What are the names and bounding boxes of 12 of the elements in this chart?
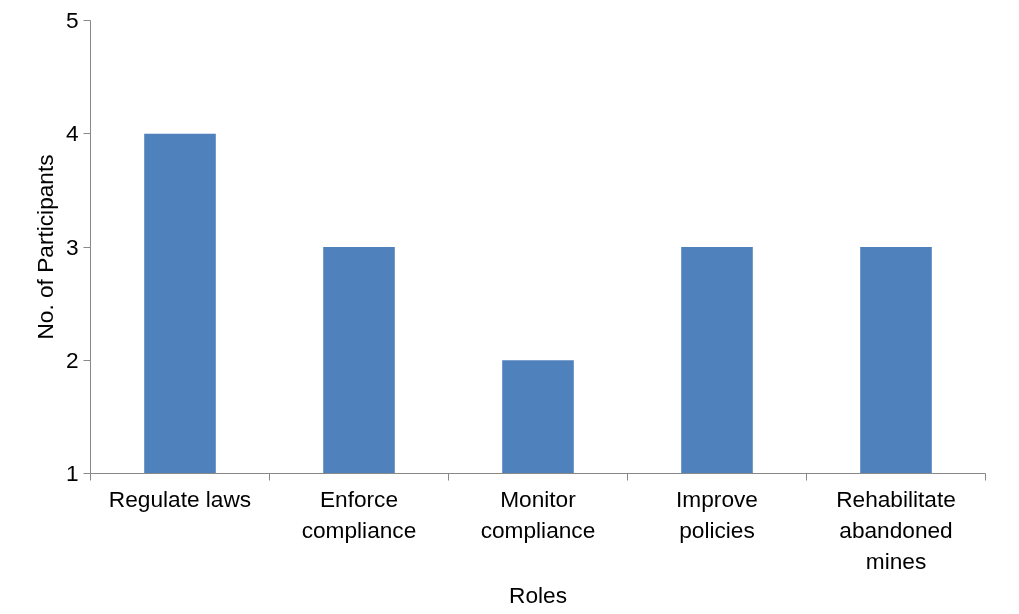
y-tick-label: 5 (65, 7, 79, 33)
y-axis-title: No. of Participants (31, 154, 58, 340)
y-tick-label: 2 (65, 346, 79, 373)
x-tick-label: Improve policies (676, 485, 758, 543)
y-tick-label: 4 (65, 120, 79, 147)
x-tick-label: Enforce compliance (301, 485, 417, 543)
x-tick-label: Regulate laws (108, 485, 252, 512)
y-tick-label: 3 (65, 233, 79, 260)
y-tick-label: 1 (65, 460, 79, 486)
x-tick-label: Monitor compliance (480, 485, 596, 543)
x-tick-label: Rehabilitate abandoned mines (836, 485, 956, 574)
x-axis-title: Roles (509, 581, 567, 608)
